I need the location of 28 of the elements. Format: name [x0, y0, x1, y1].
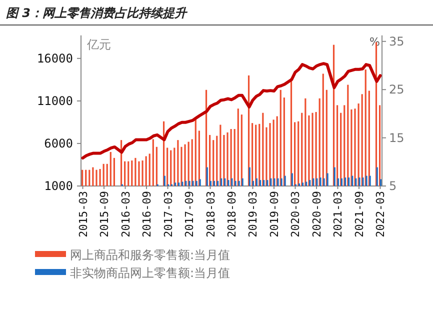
x-tick-label: 2017-09: [183, 191, 196, 238]
x-tick-label: 2017-03: [162, 191, 175, 238]
y2-tick-label: 15: [389, 130, 404, 145]
x-tick-label: 2015-03: [76, 191, 90, 238]
x-tick-label: 2022-03: [374, 191, 388, 238]
y2-tick-label: 35: [389, 34, 404, 48]
line-series: [81, 62, 382, 160]
x-tick-label: 2021-03: [332, 191, 345, 238]
x-tick-label: 2018-03: [204, 191, 218, 238]
x-tick-label: 2016-09: [140, 191, 154, 238]
x-tick-label: 2015-09: [98, 191, 112, 238]
y-tick-label: 16000: [36, 51, 73, 66]
y-tick-label: 1000: [44, 179, 73, 193]
y2-tick-label: 5: [389, 179, 397, 193]
legend-label: 网上商品和服务零售额:当月值: [70, 248, 230, 262]
x-tick-label: 2019-03: [246, 191, 260, 238]
x-tick-label: 2018-09: [226, 191, 238, 238]
x-tick-label: 2016-03: [119, 191, 132, 238]
x-tick-label: 2021-09: [352, 191, 366, 238]
y-tick-label: 11000: [36, 94, 73, 108]
legend-label: 非实物商品网上零售额:当月值: [70, 266, 230, 280]
x-tick-label: 2019-09: [268, 191, 281, 238]
y2-tick-label: 25: [389, 82, 404, 97]
x-tick-label: 2020-03: [289, 191, 302, 238]
y-axis-title: 亿元: [86, 37, 111, 52]
chart-title: 图 3：网上零售消费占比持续提升: [6, 6, 189, 20]
y-tick-label: 6000: [44, 136, 73, 150]
x-tick-label: 2020-09: [310, 191, 324, 238]
